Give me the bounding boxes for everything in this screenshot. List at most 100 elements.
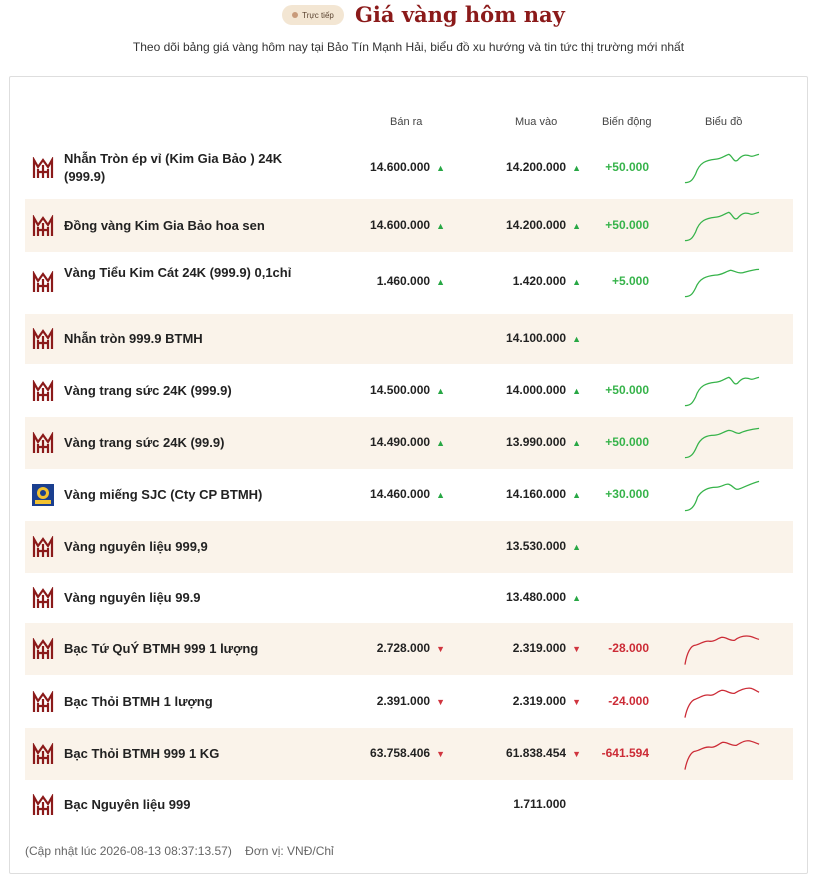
arrow-down-icon: ▼ (436, 696, 445, 707)
sell-price: 2.391.000 ▼ (376, 693, 445, 708)
btmh-logo-icon (32, 534, 54, 558)
sjc-logo-icon (32, 484, 54, 506)
buy-price: 13.990.000 ▲ (506, 435, 581, 449)
table-row[interactable]: Vàng nguyên liệu 999,9 13.530.000 ▲ (25, 521, 793, 573)
trend-sparkline (684, 740, 760, 770)
column-header-sell: Bán ra (390, 116, 423, 128)
arrow-up-icon: ▲ (436, 277, 445, 287)
sell-price: 14.460.000 ▲ (370, 487, 445, 501)
arrow-up-icon: ▲ (572, 490, 581, 500)
buy-price: 14.000.000 ▲ (506, 382, 581, 397)
btmh-logo-icon (32, 155, 54, 179)
product-name: Bạc Nguyên liệu 999 (64, 797, 191, 812)
trend-sparkline (684, 480, 760, 512)
price-change: +50.000 (605, 217, 649, 232)
price-change: -28.000 (608, 641, 649, 655)
price-change: -641.594 (601, 746, 649, 760)
arrow-up-icon: ▲ (572, 162, 581, 173)
sell-price: 63.758.406 ▼ (370, 746, 445, 760)
btmh-logo-icon (32, 741, 54, 765)
arrow-up-icon: ▲ (572, 334, 581, 344)
arrow-up-icon: ▲ (436, 162, 445, 173)
btmh-logo-icon (32, 689, 54, 713)
live-badge: Trực tiếp (282, 5, 344, 25)
page-title: Giá vàng hôm nay (355, 2, 565, 27)
trend-sparkline (684, 211, 760, 241)
sell-price: 14.490.000 ▲ (370, 435, 445, 449)
product-name: Bạc Tứ QuÝ BTMH 999 1 lượng (64, 641, 259, 656)
table-row[interactable]: Nhẫn tròn 999.9 BTMH 14.100.000 ▲ (25, 314, 793, 364)
price-change: +30.000 (605, 487, 649, 501)
product-name: Vàng nguyên liệu 999,9 (64, 539, 208, 554)
btmh-logo-icon (32, 636, 54, 660)
trend-sparkline (684, 376, 760, 406)
arrow-down-icon: ▼ (572, 644, 581, 654)
btmh-logo-icon (32, 269, 54, 293)
table-row[interactable]: Vàng nguyên liệu 99.9 13.480.000 ▲ (25, 573, 793, 623)
arrow-up-icon: ▲ (572, 385, 581, 396)
table-row[interactable]: Bạc Thỏi BTMH 999 1 KG 63.758.406 ▼ 61.838.… (25, 728, 793, 780)
price-change: +50.000 (605, 435, 649, 449)
trend-sparkline (684, 268, 760, 298)
table-footer: (Cập nhật lúc 2026-08-13 08:37:13.57) Đơ… (25, 844, 334, 858)
product-name: Nhẫn Tròn ép vỉ (Kim Gia Bảo ) 24K (999.… (64, 150, 283, 184)
arrow-down-icon: ▼ (572, 696, 581, 707)
product-name: Bạc Thỏi BTMH 999 1 KG (64, 746, 220, 761)
column-header-buy: Mua vào (515, 116, 558, 128)
arrow-up-icon: ▲ (436, 438, 445, 448)
table-row[interactable]: Đồng vàng Kim Gia Bảo hoa sen 14.600.000 ▲… (25, 199, 793, 252)
arrow-down-icon: ▼ (572, 749, 581, 759)
price-change: -24.000 (608, 693, 649, 708)
gold-price-table: Bán ra Mua vào Biến động Biểu đồ Nhẫn Tr… (9, 76, 808, 874)
product-name: Đồng vàng Kim Gia Bảo hoa sen (64, 217, 265, 233)
sell-price: 1.460.000 ▲ (376, 274, 445, 288)
buy-price: 1.420.000 ▲ (512, 274, 581, 288)
buy-price: 61.838.454 ▼ (506, 746, 581, 760)
page-subtitle: Theo dõi bảng giá vàng hôm nay tại Bảo T… (132, 40, 685, 54)
sell-price: 14.600.000 ▲ (370, 159, 445, 174)
trend-sparkline (684, 687, 760, 718)
buy-price: 1.711.000▲ (513, 797, 567, 811)
table-row[interactable]: Vàng miếng SJC (Cty CP BTMH) 14.460.000 ▲ 1… (25, 469, 793, 521)
table-row[interactable]: Vàng trang sức 24K (999.9) 14.500.000 ▲ 14.… (25, 364, 793, 417)
btmh-logo-icon (32, 430, 54, 454)
buy-price: 2.319.000 ▼ (512, 693, 581, 708)
arrow-up-icon: ▲ (572, 593, 581, 603)
product-name: Vàng Tiểu Kim Cát 24K (999.9) 0,1chỉ (64, 265, 292, 280)
arrow-up-icon: ▲ (436, 385, 445, 396)
btmh-logo-icon (32, 326, 54, 350)
table-row[interactable]: Vàng Tiểu Kim Cát 24K (999.9) 0,1chỉ 1.46… (25, 252, 793, 312)
arrow-down-icon: ▼ (436, 644, 445, 654)
arrow-up-icon: ▲ (572, 542, 581, 552)
product-name: Vàng trang sức 24K (99.9) (64, 435, 225, 450)
arrow-up-icon: ▲ (436, 490, 445, 500)
price-change: +50.000 (605, 382, 649, 397)
sell-price: 2.728.000 ▼ (376, 641, 445, 655)
arrow-down-icon: ▼ (436, 749, 445, 759)
table-row[interactable]: Bạc Thỏi BTMH 1 lượng 2.391.000 ▼ 2.319.000… (25, 675, 793, 728)
product-name: Vàng trang sức 24K (999.9) (64, 382, 232, 398)
table-row[interactable]: Bạc Nguyên liệu 999 1.711.000▲ (25, 780, 793, 830)
sell-price: 14.600.000 ▲ (370, 217, 445, 232)
buy-price: 14.200.000 ▲ (506, 217, 581, 232)
trend-sparkline (684, 635, 760, 665)
btmh-logo-icon (32, 792, 54, 816)
trend-sparkline (684, 427, 760, 459)
page-header: Trực tiếp Giá vàng hôm nay Theo dõi bảng… (0, 0, 817, 70)
column-header-chart: Biểu đồ (705, 116, 743, 128)
column-header-change: Biến động (602, 116, 652, 128)
product-name: Vàng nguyên liệu 99.9 (64, 590, 201, 605)
arrow-up-icon: ▲ (436, 220, 445, 231)
updated-time: (Cập nhật lúc 2026-08-13 08:37:13.57) (25, 844, 232, 858)
table-row[interactable]: Bạc Tứ QuÝ BTMH 999 1 lượng 2.728.000 ▼ 2.3… (25, 623, 793, 675)
buy-price: 13.480.000 ▲ (506, 590, 581, 604)
table-row[interactable]: Nhẫn Tròn ép vỉ (Kim Gia Bảo ) 24K (999.… (25, 140, 793, 195)
buy-price: 14.100.000 ▲ (506, 331, 581, 345)
arrow-up-icon: ▲ (572, 438, 581, 448)
table-row[interactable]: Vàng trang sức 24K (99.9) 14.490.000 ▲ 13.9… (25, 417, 793, 469)
price-change: +5.000 (611, 274, 649, 288)
trend-sparkline (684, 153, 760, 183)
product-name: Bạc Thỏi BTMH 1 lượng (64, 693, 213, 709)
buy-price: 14.200.000 ▲ (506, 159, 581, 174)
sell-price: 14.500.000 ▲ (370, 382, 445, 397)
